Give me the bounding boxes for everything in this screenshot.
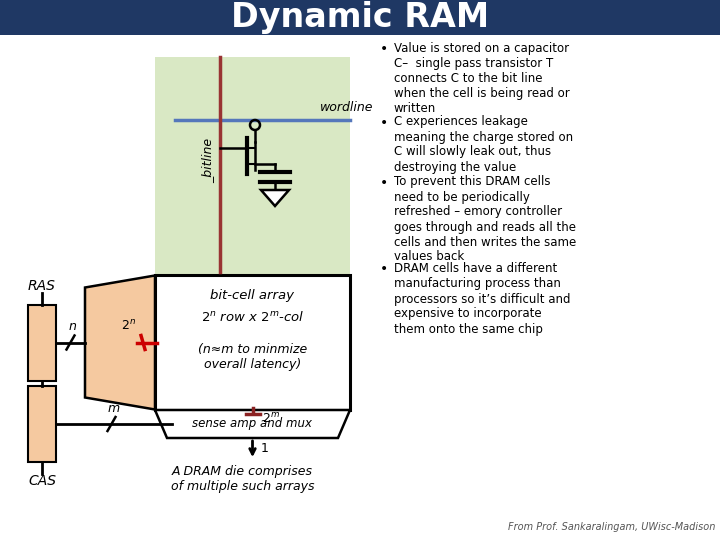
Text: C experiences leakage
meaning the charge stored on
C will slowly leak out, thus
: C experiences leakage meaning the charge…: [394, 116, 573, 173]
Text: Value is stored on a capacitor
C–  single pass transistor T
connects C to the bi: Value is stored on a capacitor C– single…: [394, 42, 570, 115]
Text: $2^n$: $2^n$: [122, 319, 137, 333]
Bar: [28, 386, 56, 462]
Text: •: •: [380, 262, 388, 276]
Bar: [0, 0, 720, 35]
Text: From Prof. Sankaralingam, UWisc-Madison: From Prof. Sankaralingam, UWisc-Madison: [508, 522, 715, 532]
Text: RAS: RAS: [28, 279, 56, 293]
Text: •: •: [380, 176, 388, 190]
Text: CAS: CAS: [28, 474, 56, 488]
Text: m: m: [107, 402, 120, 415]
Text: To prevent this DRAM cells
need to be periodically
refreshed – emory controller
: To prevent this DRAM cells need to be pe…: [394, 176, 576, 264]
Polygon shape: [85, 275, 155, 409]
Text: •: •: [380, 42, 388, 56]
Text: A DRAM die comprises
of multiple such arrays: A DRAM die comprises of multiple such ar…: [171, 465, 314, 493]
Text: (n≈m to minmize
overall latency): (n≈m to minmize overall latency): [198, 343, 307, 371]
Bar: [28, 305, 56, 381]
Text: $2^n$ row x $2^m$-col: $2^n$ row x $2^m$-col: [201, 310, 304, 324]
Text: n: n: [68, 321, 76, 334]
Text: DRAM cells have a different
manufacturing process than
processors so it’s diffic: DRAM cells have a different manufacturin…: [394, 262, 570, 335]
Text: bit-cell array: bit-cell array: [210, 289, 294, 302]
Bar: [155, 275, 350, 410]
Text: _bitline: _bitline: [202, 138, 215, 183]
Text: wordline: wordline: [320, 101, 374, 114]
Text: $2^m$: $2^m$: [263, 412, 281, 426]
Polygon shape: [155, 410, 350, 438]
Bar: [155, 57, 350, 275]
Text: 1: 1: [261, 442, 269, 456]
Polygon shape: [261, 190, 289, 206]
Text: •: •: [380, 116, 388, 130]
Text: Dynamic RAM: Dynamic RAM: [231, 2, 489, 35]
Text: sense amp and mux: sense amp and mux: [192, 417, 312, 430]
